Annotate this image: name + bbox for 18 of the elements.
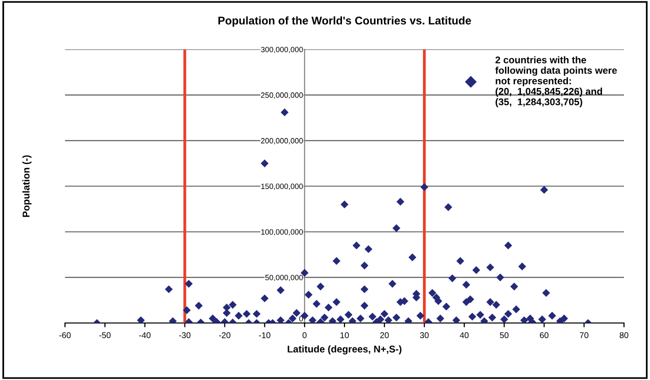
x-tick-label: 40 bbox=[460, 332, 469, 338]
x-tick-label: 50 bbox=[500, 332, 509, 338]
x-axis-title: Latitude (degrees, N+,S-) bbox=[288, 345, 402, 354]
x-tick-label: -50 bbox=[99, 332, 111, 338]
x-tick-label: 10 bbox=[340, 332, 349, 338]
x-tick-label: 0 bbox=[302, 332, 307, 338]
x-tick-label: -40 bbox=[139, 332, 151, 338]
x-tick-label: 30 bbox=[420, 332, 429, 338]
y-axis-title: Population (-) bbox=[22, 155, 32, 217]
x-tick-label: -30 bbox=[179, 332, 190, 338]
x-tick-label: -60 bbox=[59, 332, 71, 338]
x-tick-label: 80 bbox=[620, 332, 628, 338]
chart-title: Population of the World's Countries vs. Latitude bbox=[218, 16, 471, 27]
x-tick-label: 20 bbox=[380, 332, 389, 338]
x-tick-label: -20 bbox=[219, 332, 230, 338]
x-tick-label: 70 bbox=[580, 332, 588, 338]
x-tick-label: -10 bbox=[258, 332, 270, 338]
x-tick-label: 60 bbox=[540, 332, 548, 338]
